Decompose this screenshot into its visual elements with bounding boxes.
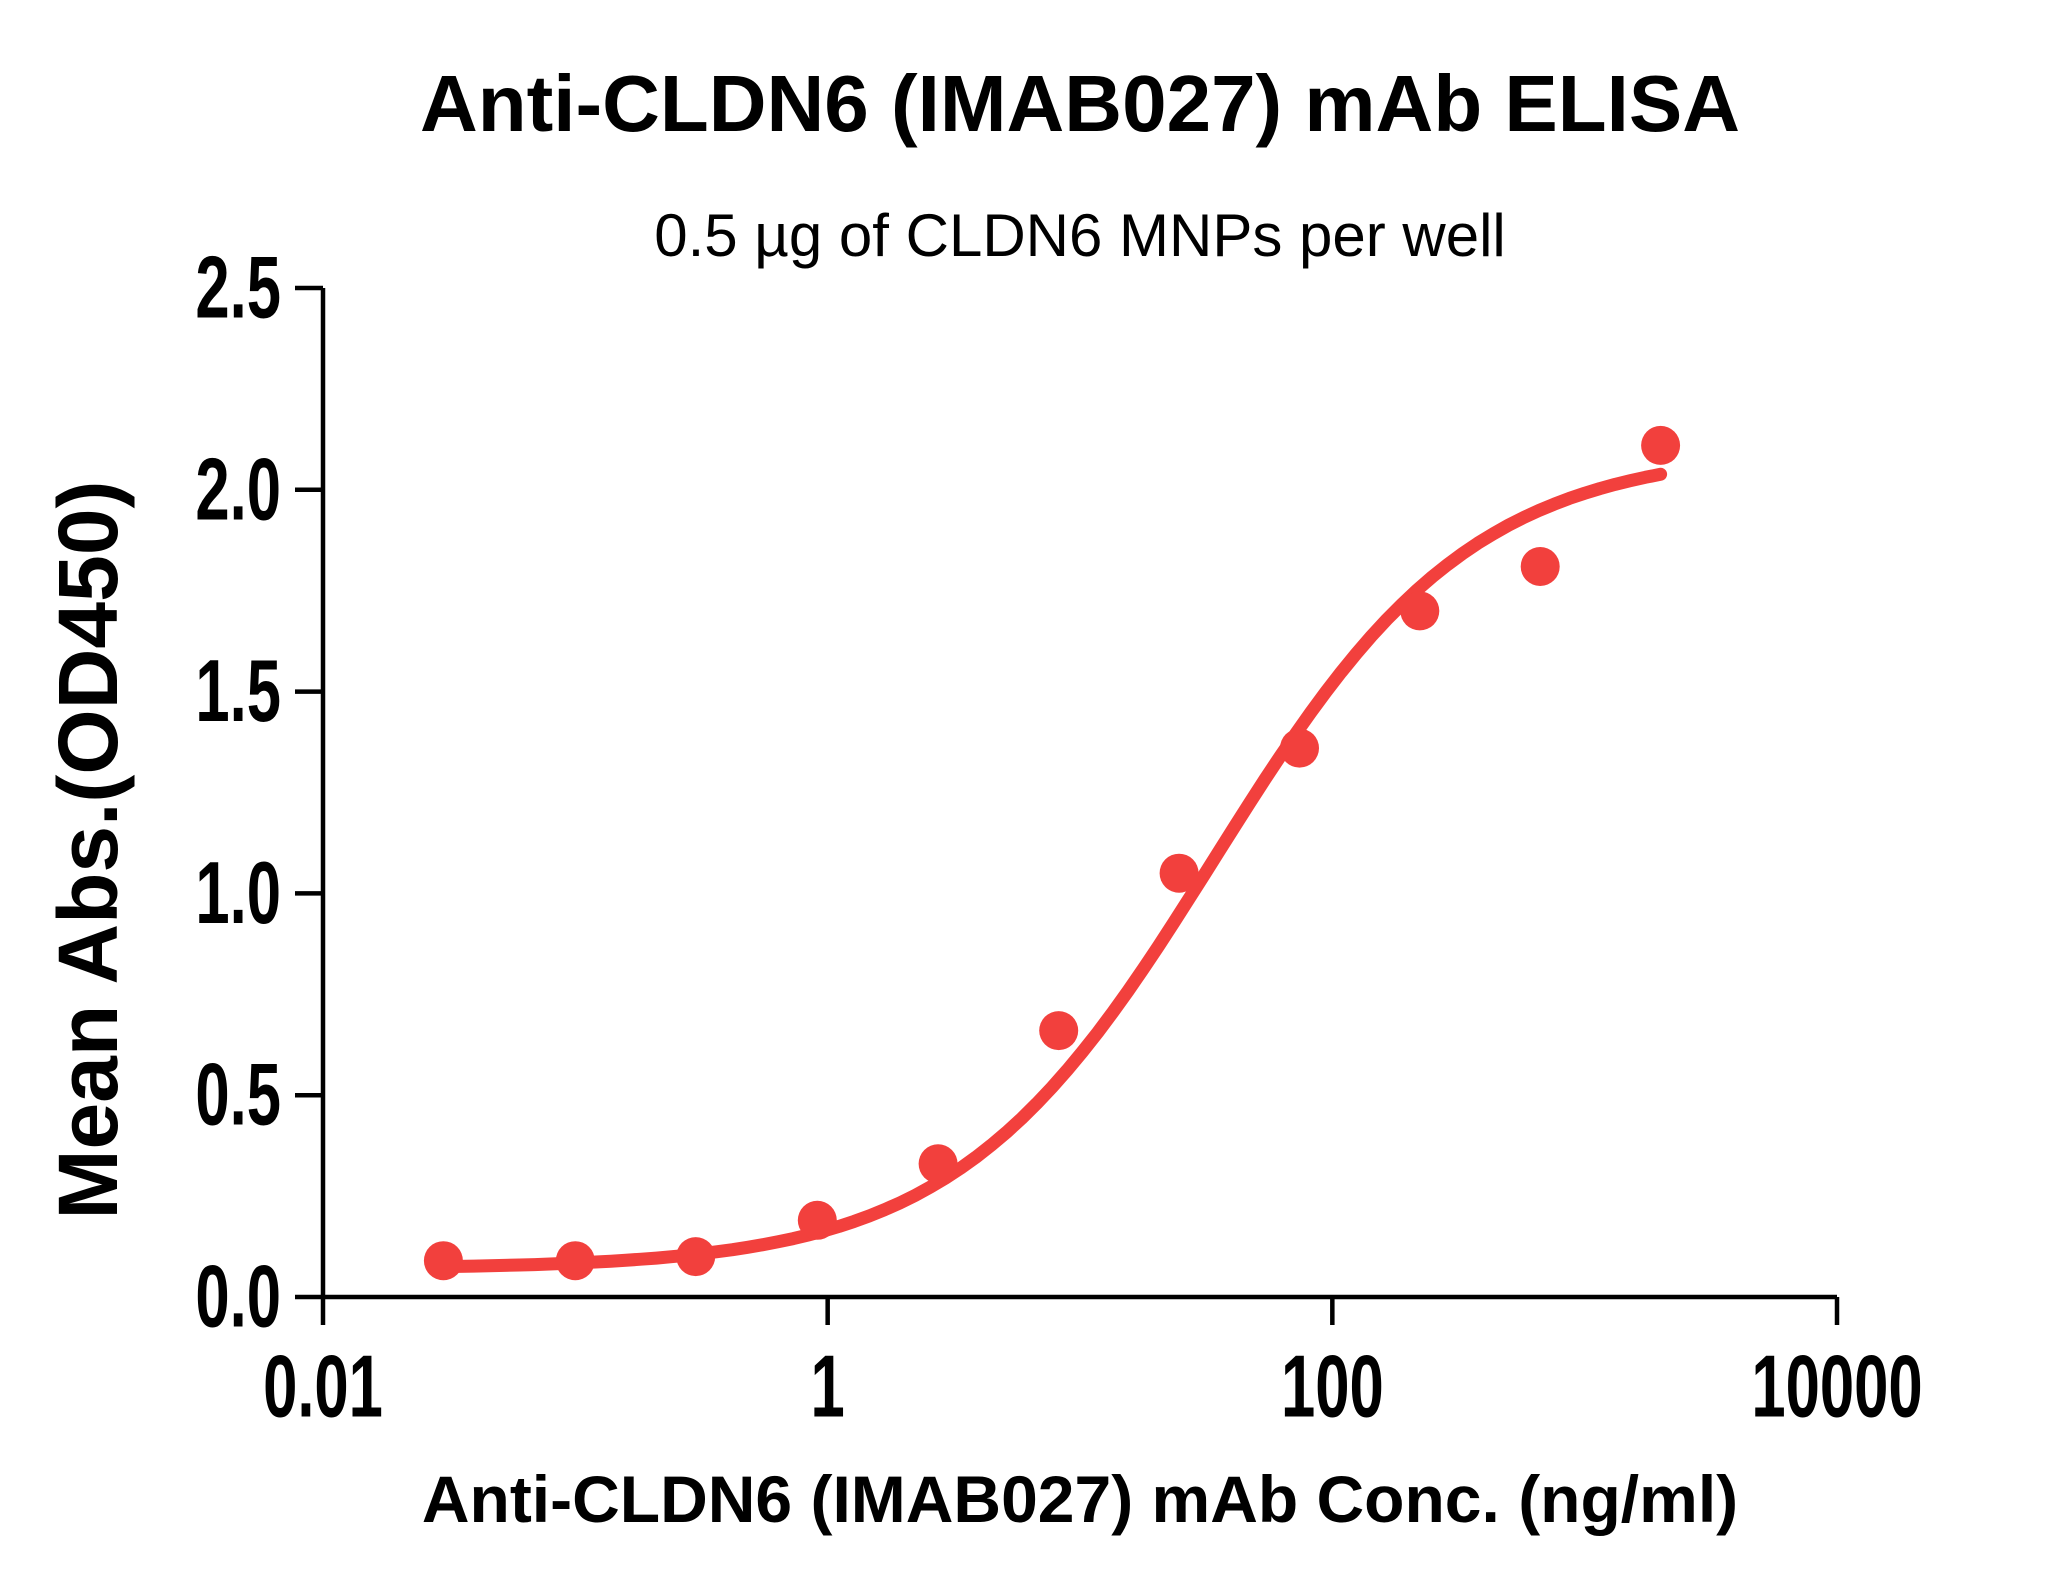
data-point [1280,728,1319,768]
y-tick-label: 2.0 [195,441,281,539]
y-tick-label: 0.5 [195,1046,281,1144]
plot-area: 0.0 0.5 1.0 1.5 2.0 2.5 0.01 1 100 10000 [195,239,1922,1436]
y-axis-title: Mean Abs.(OD450) [41,480,135,1219]
data-point [1400,591,1440,631]
y-tick-label: 1.0 [195,844,281,942]
data-point [1641,425,1681,465]
x-tick-label: 100 [1281,1338,1384,1436]
x-tick-label: 1 [811,1338,845,1436]
y-tick-label: 1.5 [195,642,281,740]
data-point [676,1237,716,1277]
y-tick-label: 2.5 [195,239,281,337]
data-point [555,1241,595,1281]
data-point [797,1200,837,1240]
x-axis-title: Anti-CLDN6 (IMAB027) mAb Conc. (ng/ml) [422,1462,1738,1536]
data-point [1039,1011,1079,1051]
y-tick-label: 0.0 [195,1248,281,1346]
chart-title: Anti-CLDN6 (IMAB027) mAb ELISA [420,59,1740,148]
x-tick-label: 10000 [1751,1338,1922,1436]
data-point [1520,547,1560,586]
data-point [1159,853,1199,893]
fit-curve [436,467,1668,1274]
data-point [423,1241,463,1281]
chart-subtitle: 0.5 µg of CLDN6 MNPs per well [654,202,1506,269]
data-point [918,1144,958,1184]
x-tick-label: 0.01 [263,1338,383,1436]
